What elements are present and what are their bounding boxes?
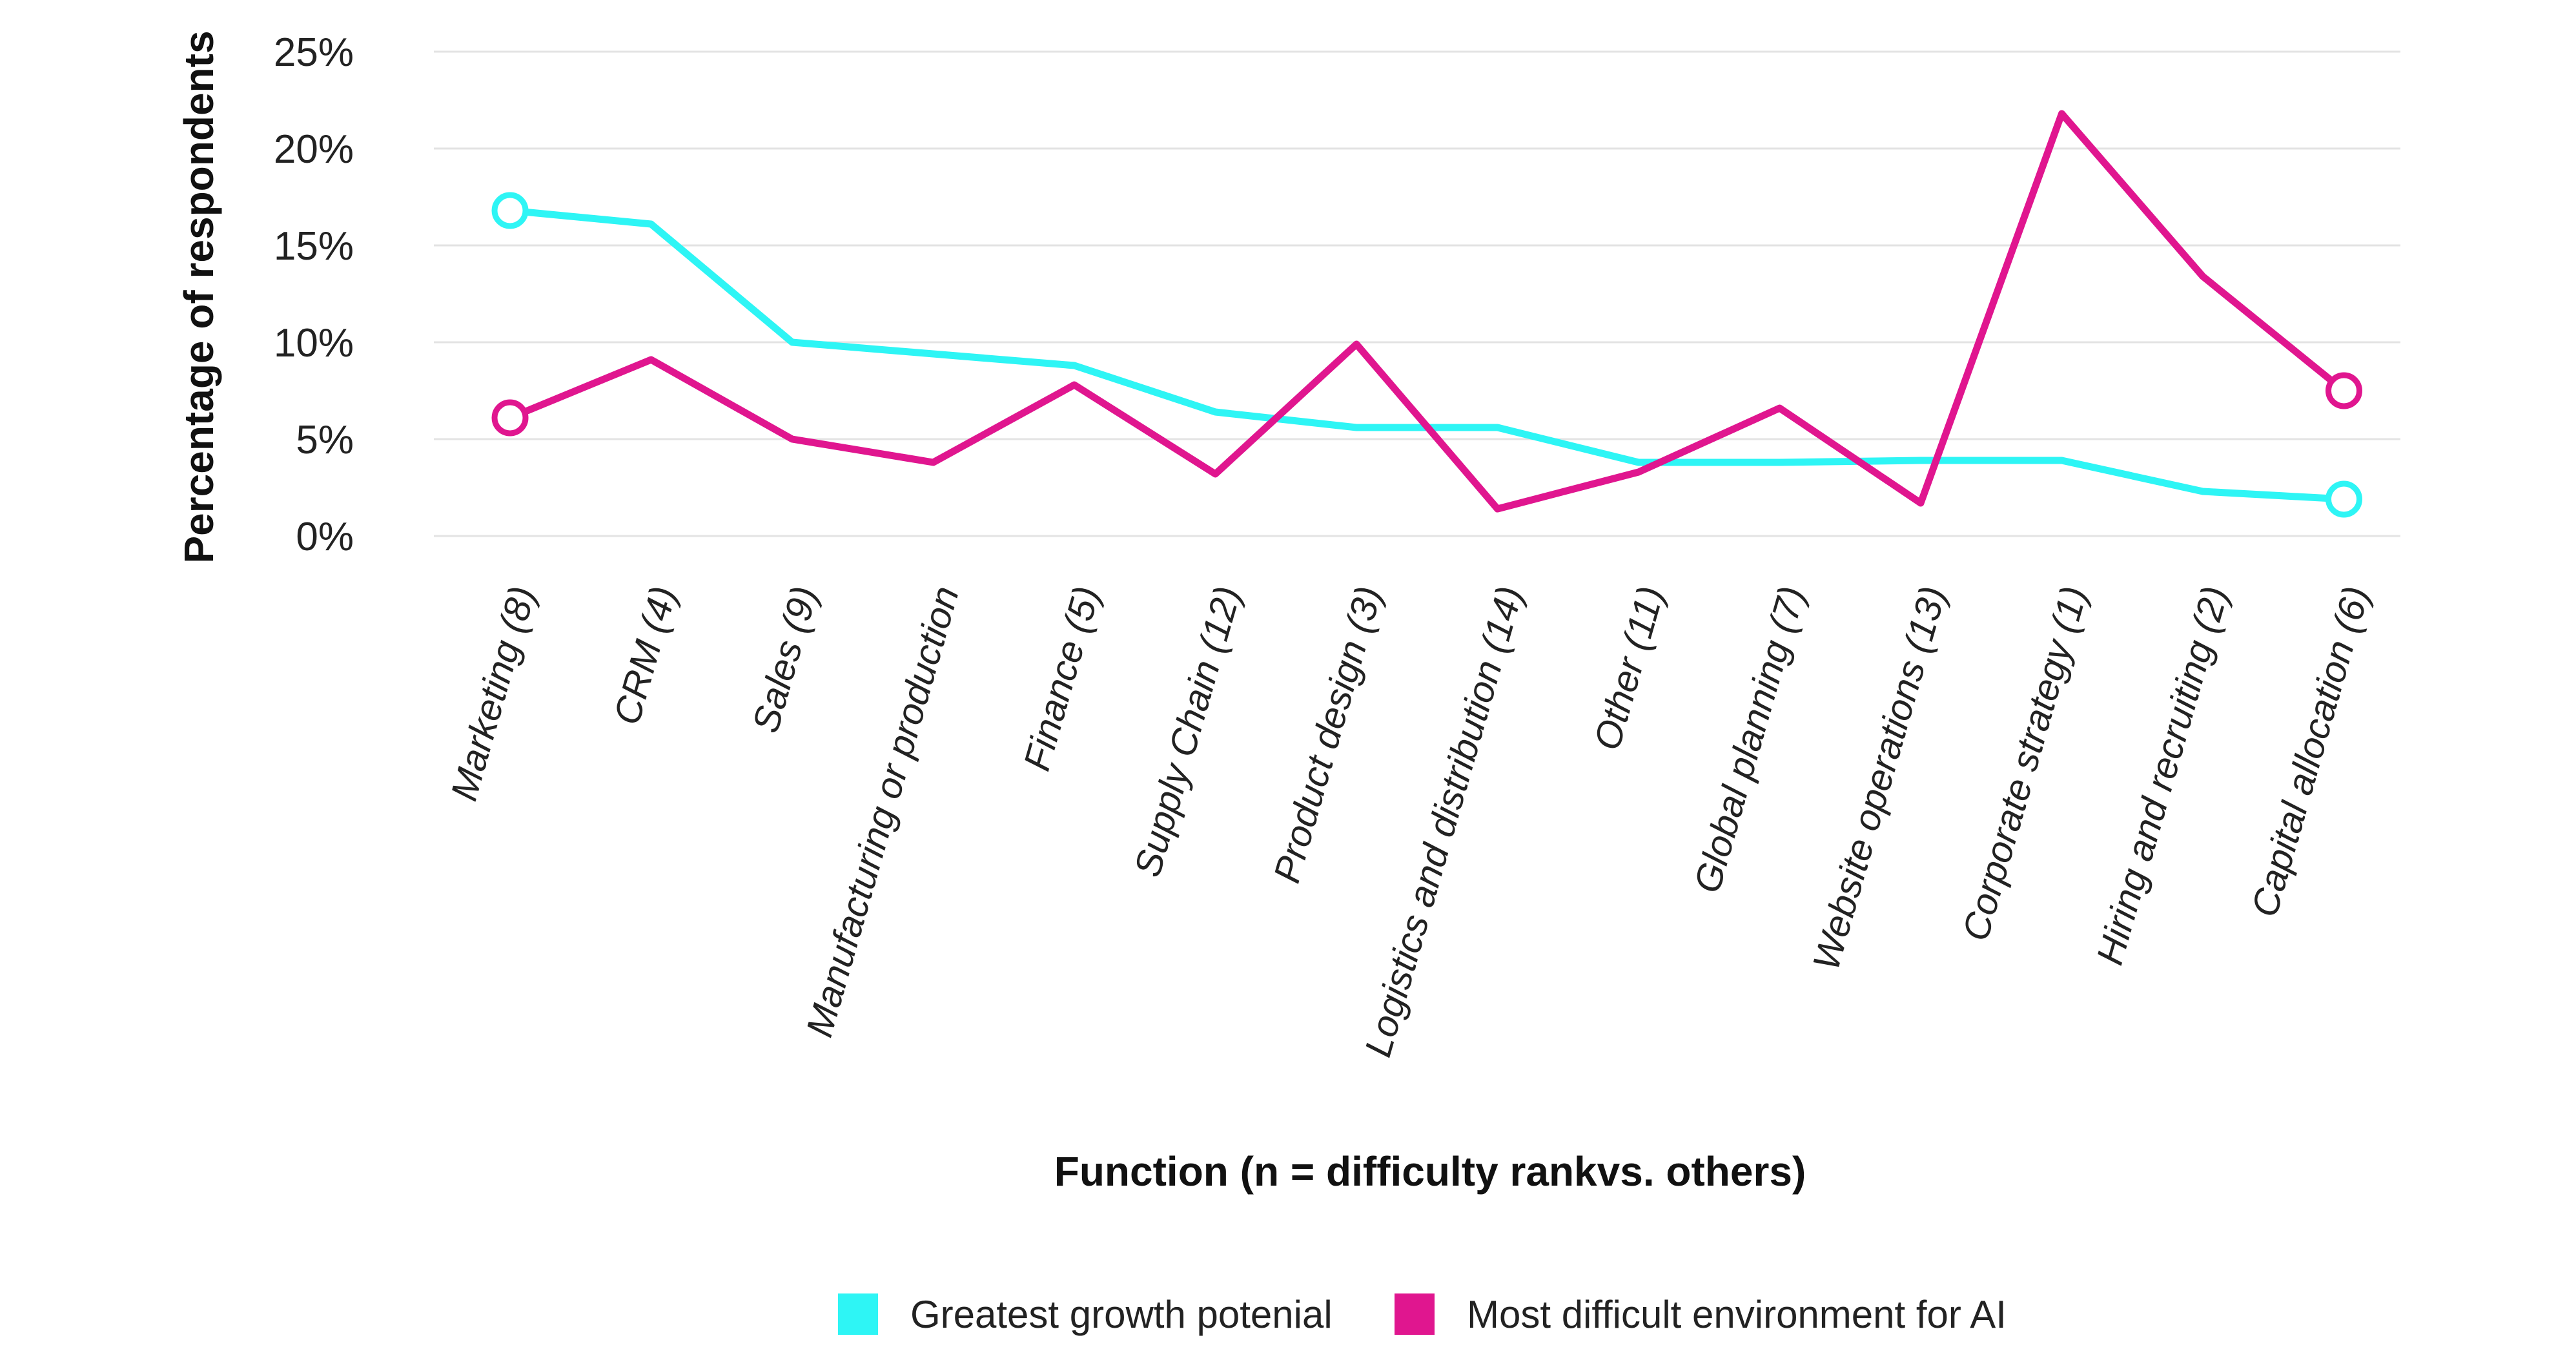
- series-line-0: [506, 207, 2347, 503]
- x-tick-label: Marketing (8): [443, 582, 544, 805]
- y-tick-label: 20%: [274, 127, 354, 172]
- y-axis-ticks: 0% 5% 10% 15% 20% 25%: [274, 30, 354, 559]
- legend-label-growth: Greatest growth potenial: [910, 1293, 1333, 1336]
- series-line-1: [506, 110, 2347, 513]
- x-tick-label: Supply Chain (12): [1127, 582, 1249, 881]
- x-tick-label: Corporate strategy (1): [1954, 582, 2096, 945]
- x-tick-label: Manufacturing or production: [798, 582, 967, 1042]
- x-tick-label: Global planning (7): [1686, 582, 1814, 898]
- legend-swatch-difficult: [1395, 1293, 1435, 1335]
- x-tick-label: CRM (4): [606, 582, 685, 730]
- x-tick-label: Capital allocation (6): [2244, 582, 2378, 922]
- series-0-endpoint-13: [2326, 480, 2362, 518]
- x-tick-label: Website operations (13): [1805, 582, 1955, 975]
- x-tick-label: Logistics and distribution (14): [1357, 582, 1531, 1062]
- x-tick-label: Finance (5): [1016, 582, 1108, 776]
- gridlines: [434, 50, 2400, 537]
- y-tick-label: 10%: [274, 321, 354, 366]
- y-tick-label: 5%: [296, 418, 354, 462]
- legend-swatch-growth: [838, 1293, 878, 1335]
- y-tick-label: 15%: [274, 224, 354, 269]
- series-1-endpoint-13: [2326, 372, 2362, 409]
- x-tick-label: Product design (3): [1265, 582, 1390, 887]
- series-1-endpoint-0: [491, 399, 529, 437]
- y-tick-label: 0%: [296, 515, 354, 559]
- x-tick-label: Sales (9): [744, 582, 826, 737]
- x-tick-label: Hiring and recruiting (2): [2089, 582, 2237, 969]
- legend: Greatest growth potenial Most difficult …: [838, 1293, 2007, 1336]
- series-0-endpoint-0: [491, 192, 529, 229]
- series-lines: [491, 110, 2362, 518]
- legend-label-difficult: Most difficult environment for AI: [1467, 1293, 2007, 1336]
- x-axis-categories: Marketing (8) CRM (4) Sales (9)Manufacturi…: [443, 582, 2378, 1062]
- y-axis-title: Percentage of respondents: [176, 30, 222, 563]
- y-tick-label: 25%: [274, 30, 354, 75]
- x-axis-title: Function (n = difficulty rankvs. others): [1054, 1148, 1806, 1195]
- x-tick-label: Other (11): [1586, 582, 1672, 755]
